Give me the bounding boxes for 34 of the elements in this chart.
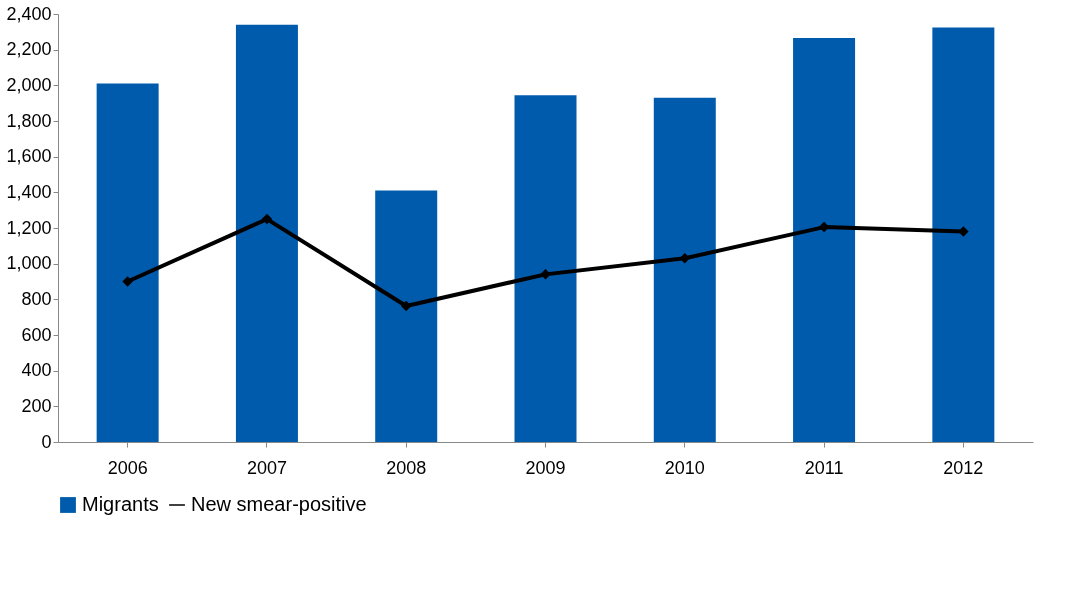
x-tick-label: 2008 xyxy=(386,457,427,478)
y-tick-label: 2,000 xyxy=(6,74,52,95)
y-tick-label: 1,800 xyxy=(6,110,52,131)
y-tick-label: 2,400 xyxy=(6,3,52,24)
x-tick-label: 2010 xyxy=(664,457,705,478)
bar xyxy=(793,38,856,442)
bar xyxy=(375,190,438,442)
y-tick-label: 800 xyxy=(21,288,52,309)
point xyxy=(958,226,969,237)
point xyxy=(261,213,273,225)
y-tick-label: 200 xyxy=(21,395,52,416)
x-tick-label: 2011 xyxy=(804,457,844,478)
bar xyxy=(932,27,995,442)
y-tick-label: 2,200 xyxy=(6,39,52,60)
bar xyxy=(653,97,716,442)
x-tick-label: 2012 xyxy=(943,457,984,478)
bar xyxy=(96,83,159,442)
point xyxy=(122,276,133,287)
y-tick-label: 0 xyxy=(41,431,52,452)
point xyxy=(540,269,551,280)
x-tick-label: 2009 xyxy=(525,457,566,478)
y-tick-label: 1,600 xyxy=(6,146,52,167)
y-tick-label: 400 xyxy=(21,360,52,381)
y-tick-label: 1,400 xyxy=(6,181,52,202)
bar xyxy=(514,95,577,442)
y-tick-label: 600 xyxy=(21,324,52,345)
y-tick-label: 1,000 xyxy=(6,253,52,274)
legend-label: New smear-positive xyxy=(191,493,367,515)
legend-label: Migrants xyxy=(82,493,159,515)
x-tick-label: 2006 xyxy=(107,457,148,478)
bar xyxy=(235,24,298,442)
x-tick-label: 2007 xyxy=(246,457,287,478)
point xyxy=(400,300,412,312)
y-tick-label: 1,200 xyxy=(6,217,52,238)
